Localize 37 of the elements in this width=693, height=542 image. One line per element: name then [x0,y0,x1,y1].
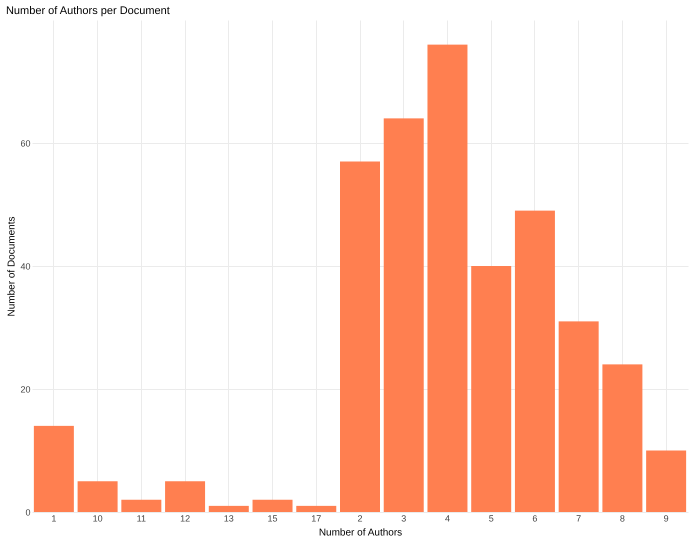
bar [340,161,380,512]
bar [78,481,118,512]
bar [121,500,162,512]
x-tick-label: 4 [444,514,450,524]
x-tick-label: 3 [401,514,406,524]
x-tick-label: 13 [224,514,234,524]
x-tick-label: 5 [488,514,494,524]
bar [427,44,468,512]
y-tick-label: 60 [20,138,30,148]
x-tick-label: 12 [180,514,190,524]
x-tick-label: 11 [136,514,146,524]
x-tick-label: 17 [311,514,322,524]
bar [34,426,74,512]
x-tick-label: 1 [51,514,56,524]
bar [296,506,336,512]
bar [558,321,599,512]
x-tick-label: 7 [576,514,582,524]
x-tick-label: 10 [92,514,103,524]
chart-title: Number of Authors per Document [6,5,170,17]
bar [384,118,424,512]
bar [602,364,642,512]
y-tick-label: 0 [25,508,30,518]
y-tick-label: 40 [20,262,30,272]
x-tick-label: 8 [620,514,625,524]
x-tick-label: 15 [268,514,278,524]
bar [165,481,206,512]
bar [208,506,249,512]
y-tick-label: 20 [20,384,30,394]
y-axis-title: Number of Documents [6,216,18,317]
bar [252,500,293,512]
bar [646,450,686,512]
x-tick-label: 9 [664,514,669,524]
bar [514,210,555,512]
bar [471,266,512,512]
x-tick-label: 2 [357,514,363,524]
x-axis-title: Number of Authors [318,528,402,538]
x-tick-label: 6 [532,514,538,524]
